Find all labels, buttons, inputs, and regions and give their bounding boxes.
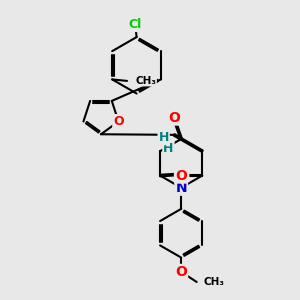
Text: N: N [176, 181, 187, 195]
Text: S: S [178, 167, 188, 181]
Text: CH₃: CH₃ [203, 277, 224, 287]
Text: H: H [163, 142, 174, 155]
Text: H: H [158, 131, 169, 144]
Text: O: O [168, 111, 180, 124]
Text: O: O [175, 265, 187, 279]
Text: CH₃: CH₃ [135, 76, 156, 86]
Text: O: O [175, 169, 187, 183]
Text: Cl: Cl [128, 18, 142, 31]
Text: O: O [113, 115, 124, 128]
